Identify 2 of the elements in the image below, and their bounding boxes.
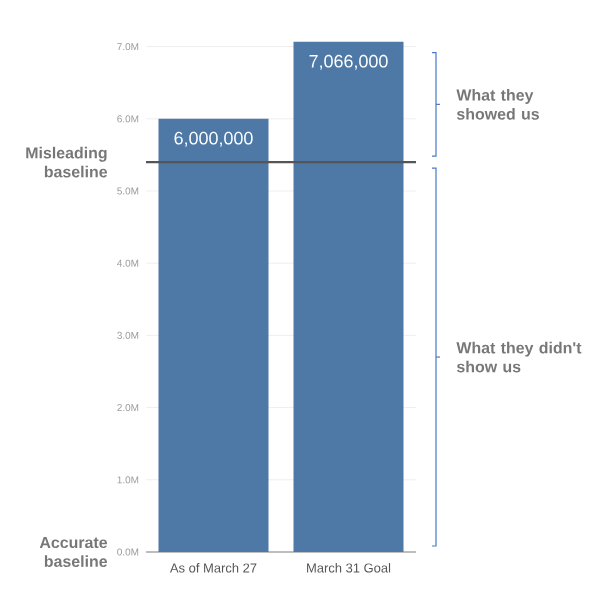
data-label: 6,000,000 bbox=[174, 131, 253, 147]
data-label: 7,066,000 bbox=[309, 54, 388, 70]
